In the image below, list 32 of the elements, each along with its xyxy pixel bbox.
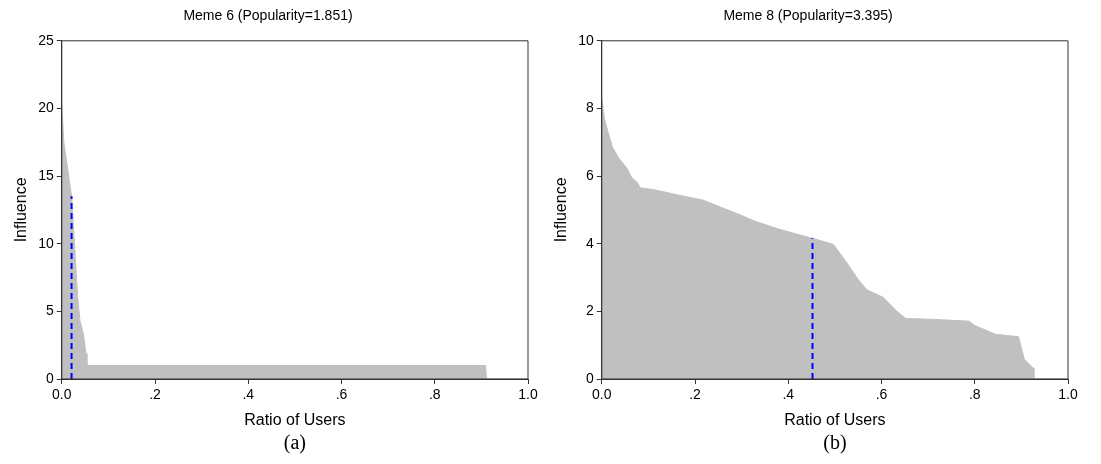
x-tick-label: .6 (875, 386, 888, 403)
y-tick-label: 8 (585, 99, 594, 116)
x-tick-label: 1.0 (518, 386, 538, 403)
y-tick-label: 10 (38, 234, 54, 251)
text: (b) (823, 431, 847, 455)
x-tick-label: .8 (428, 386, 441, 403)
x-tick-label: .6 (335, 386, 348, 403)
x-tick-label: .4 (782, 386, 795, 403)
y-tick-label: 4 (585, 234, 594, 251)
y-tick-label: 6 (585, 166, 594, 183)
x-axis-title: Ratio of Users (244, 410, 346, 428)
x-tick-label: 1.0 (1058, 386, 1078, 403)
chart-title: Meme 6 (Popularity=1.851) (183, 7, 353, 24)
x-tick-label: .4 (242, 386, 255, 403)
x-axis-title: Ratio of Users (784, 410, 886, 428)
text: (a) (283, 431, 306, 455)
chart-title: Meme 8 (Popularity=3.395) (723, 7, 893, 24)
y-tick-label: 5 (45, 302, 54, 319)
y-tick-label: 10 (578, 31, 594, 48)
x-tick-label: .2 (149, 386, 162, 403)
x-tick-label: 0.0 (52, 386, 72, 403)
y-axis-title: Influence (552, 177, 570, 243)
y-tick-label: 0 (585, 369, 594, 386)
x-tick-label: 0.0 (592, 386, 612, 403)
y-tick-label: 0 (45, 369, 54, 386)
y-tick-label: 25 (38, 31, 54, 48)
y-axis-title: Influence (12, 177, 30, 243)
x-tick-label: .8 (968, 386, 981, 403)
x-tick-label: .2 (689, 386, 702, 403)
y-tick-label: 2 (585, 302, 594, 319)
y-tick-label: 20 (38, 99, 54, 116)
y-tick-label: 15 (38, 166, 54, 183)
